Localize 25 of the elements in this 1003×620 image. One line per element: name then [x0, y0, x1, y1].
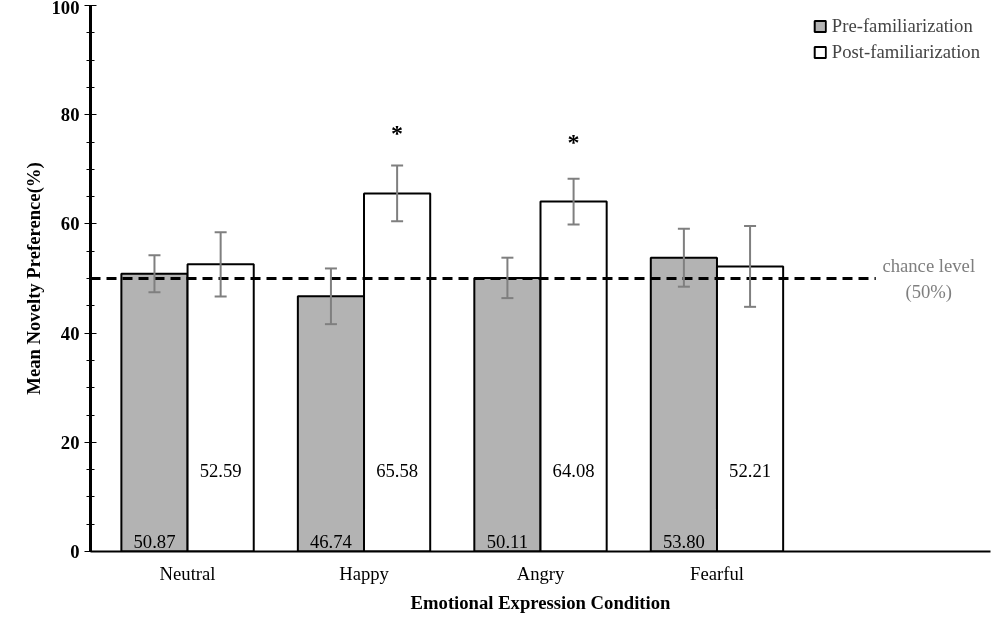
data-label: 53.80	[662, 530, 705, 552]
x-axis-title: Emotional Expression Condition	[410, 591, 672, 613]
y-tick-label: 20	[60, 431, 80, 453]
legend-label: Pre-familiarization	[831, 15, 973, 37]
data-label: 50.87	[133, 530, 176, 552]
y-tick-label: 80	[60, 104, 80, 126]
y-tick-label: 60	[60, 213, 80, 235]
y-tick-label: 40	[60, 322, 80, 344]
annotation: *	[567, 128, 580, 155]
x-tick-label: Fearful	[690, 562, 744, 584]
data-label: 64.08	[552, 459, 595, 481]
x-tick-label: Neutral	[159, 562, 216, 584]
y-tick-label: 100	[51, 0, 80, 18]
data-label: 46.74	[309, 530, 353, 552]
data-label: 65.58	[376, 459, 419, 481]
ref-line-label: chance level (50%)	[882, 255, 976, 303]
annotation: *	[391, 120, 404, 147]
x-tick-label: Happy	[339, 562, 390, 584]
data-label: 52.59	[199, 459, 242, 481]
y-axis-title: Mean Novelty Preference(%)	[22, 162, 45, 395]
legend-label: Post-familiarization	[831, 41, 980, 63]
data-label: 52.21	[729, 459, 772, 481]
x-tick-label: Angry	[516, 562, 566, 584]
y-tick-label: 0	[70, 541, 80, 562]
data-label: 50.11	[486, 530, 529, 552]
